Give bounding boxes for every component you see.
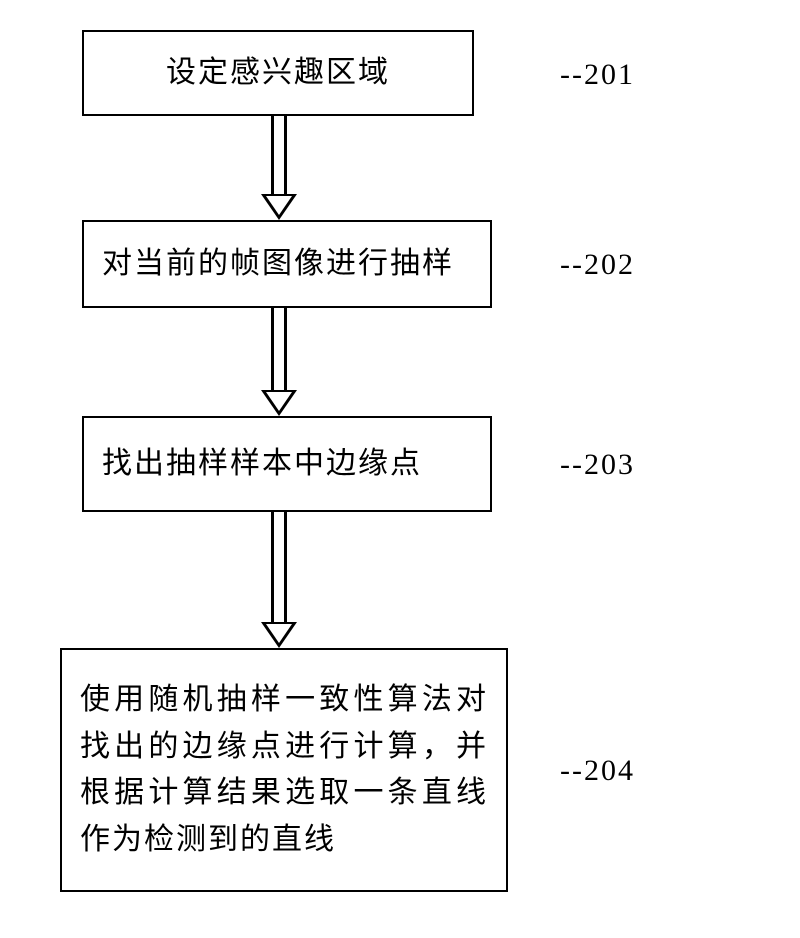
flow-step-2: 对当前的帧图像进行抽样	[82, 220, 492, 308]
flow-step-3-text: 找出抽样样本中边缘点	[102, 441, 422, 488]
flow-step-4-text: 使用随机抽样一致性算法对找出的边缘点进行计算，并根据计算结果选取一条直线作为检测…	[80, 677, 488, 863]
flow-step-1: 设定感兴趣区域	[82, 30, 474, 116]
arrow-2-head	[261, 390, 297, 416]
flow-step-2-text: 对当前的帧图像进行抽样	[102, 241, 454, 288]
flow-step-1-text: 设定感兴趣区域	[166, 50, 390, 97]
arrow-3-head	[261, 622, 297, 648]
arrow-1-head	[261, 194, 297, 220]
flow-step-4: 使用随机抽样一致性算法对找出的边缘点进行计算，并根据计算结果选取一条直线作为检测…	[60, 648, 508, 892]
flowchart-canvas: 设定感兴趣区域 --201 对当前的帧图像进行抽样 --202 找出抽样样本中边…	[0, 0, 800, 938]
flow-step-2-label: --202	[560, 248, 635, 282]
arrow-1-stem	[271, 116, 287, 194]
arrow-3-stem	[271, 512, 287, 622]
flow-step-3: 找出抽样样本中边缘点	[82, 416, 492, 512]
flow-step-3-label: --203	[560, 448, 635, 482]
arrow-2-stem	[271, 308, 287, 390]
flow-step-4-label: --204	[560, 754, 635, 788]
flow-step-1-label: --201	[560, 58, 635, 92]
